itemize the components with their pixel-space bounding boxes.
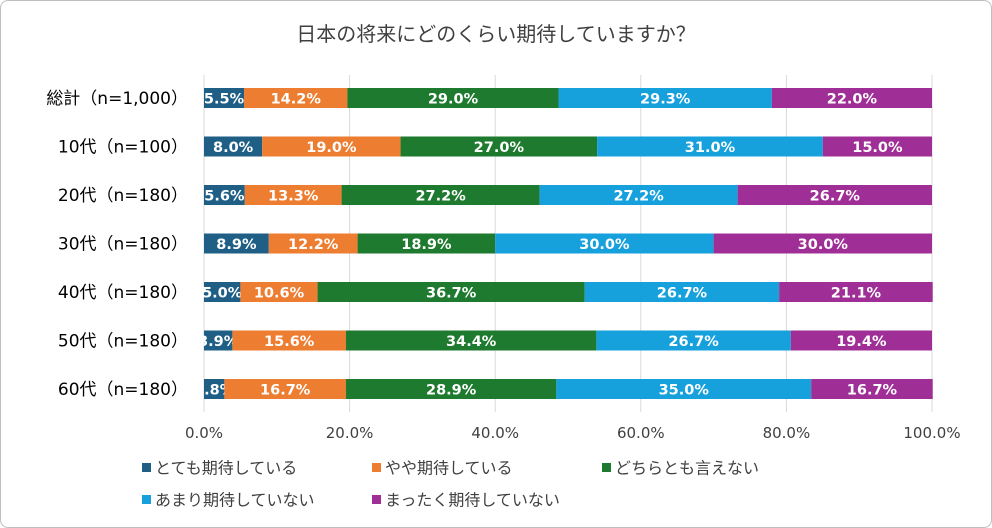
data-label: 8.9% (216, 237, 257, 253)
bar-segment (790, 330, 932, 351)
bar-segment (556, 379, 812, 399)
data-label: 16.7% (260, 383, 311, 399)
legend-label: まったく期待していない (385, 491, 560, 510)
data-label: 27.2% (613, 189, 664, 205)
data-label: 26.7% (810, 189, 861, 205)
bar-segment (232, 330, 346, 351)
category-label: 40代（n=180） (58, 283, 188, 303)
data-label: 8.0% (213, 140, 254, 156)
data-label: 19.4% (836, 334, 887, 350)
data-label: 29.3% (640, 92, 691, 108)
bar-segment (244, 185, 342, 205)
bar-segment (204, 233, 269, 254)
legend-swatch (142, 463, 151, 472)
bar-segment (204, 330, 233, 351)
bar-segment (539, 185, 738, 205)
bar-segment (495, 233, 714, 254)
category-label: 10代（n=100） (58, 138, 188, 158)
data-label: 3.9% (198, 334, 239, 350)
category-label: 60代（n=180） (58, 380, 188, 400)
bar-segment (224, 379, 346, 399)
x-tick-label: 80.0% (763, 424, 811, 442)
data-label: 12.2% (288, 237, 339, 253)
data-label: 21.1% (831, 286, 882, 302)
data-label: 5.6% (204, 189, 245, 205)
data-label: 30.0% (798, 237, 849, 253)
bar-segment (262, 136, 401, 157)
bar-segment (584, 282, 780, 302)
category-label: 20代（n=180） (58, 186, 188, 206)
chart-title: 日本の将来にどのくらい期待していますか？ (296, 22, 695, 46)
data-label: 19.0% (306, 140, 357, 156)
data-label: 13.3% (268, 189, 319, 205)
data-label: 26.7% (668, 334, 719, 350)
data-label: 35.0% (659, 383, 710, 399)
data-label: 26.7% (657, 286, 708, 302)
bar-segment (240, 282, 318, 302)
data-label: 10.6% (254, 286, 305, 302)
data-label: 16.7% (847, 383, 898, 399)
bar-segment (204, 88, 245, 108)
data-label: 27.0% (474, 140, 525, 156)
legend-swatch (372, 463, 381, 472)
bar-segment (244, 88, 348, 108)
bar-segment (341, 185, 540, 205)
x-tick-label: 40.0% (471, 424, 519, 442)
bar-segment (204, 282, 241, 302)
data-label: 15.0% (852, 140, 903, 156)
data-label: 31.0% (685, 140, 736, 156)
legend-label: どちらとも言えない (615, 459, 759, 478)
data-label: 27.2% (415, 189, 466, 205)
bar-segment (596, 330, 791, 351)
bar-segment (268, 233, 358, 254)
legend-swatch (142, 495, 151, 504)
legend-label: やや期待している (385, 459, 513, 478)
category-label: 総計（n=1,000） (46, 89, 188, 109)
bar-segment (317, 282, 585, 302)
data-label: 36.7% (426, 286, 477, 302)
bar-segment (822, 136, 932, 157)
bar-segment (204, 185, 245, 205)
category-labels: 総計（n=1,000） 10代（n=100） 20代（n=180） 30代（n=180… (46, 89, 188, 400)
data-label: 18.9% (401, 237, 452, 253)
data-label: 29.0% (428, 92, 479, 108)
data-label: 14.2% (271, 92, 322, 108)
x-tick-label: 0.0% (185, 424, 223, 442)
bar-segment (204, 379, 225, 399)
legend-swatch (372, 495, 381, 504)
bars: 5.5% 14.2% 29.0% 29.3% 22.0% 8.0% 19.0% 27.0% 31… (194, 88, 933, 399)
data-label: 22.0% (827, 92, 878, 108)
bar-segment (400, 136, 598, 157)
bar-segment (737, 185, 932, 205)
bar-segment (779, 282, 933, 302)
category-label: 30代（n=180） (58, 235, 188, 255)
bar-segment (357, 233, 496, 254)
bar-segment (347, 88, 559, 108)
legend-label: とても期待している (155, 459, 297, 478)
bar-segment (597, 136, 823, 157)
x-tick-label: 100.0% (903, 424, 960, 442)
legend-swatch (602, 463, 611, 472)
x-tick-labels: 0.0% 20.0% 40.0% 60.0% 80.0% 100.0% (185, 424, 961, 442)
bar-segment (204, 136, 263, 157)
x-tick-label: 20.0% (326, 424, 374, 442)
data-label: 5.5% (204, 92, 245, 108)
x-tick-label: 60.0% (617, 424, 665, 442)
bar-segment (558, 88, 772, 108)
data-label: 28.9% (426, 383, 477, 399)
data-label: 5.0% (202, 286, 243, 302)
bar-segment (713, 233, 932, 254)
bar-segment (811, 379, 933, 399)
bar-segment (771, 88, 932, 108)
data-label: 15.6% (264, 334, 315, 350)
legend-label: あまり期待していない (155, 491, 315, 510)
data-label: 34.4% (446, 334, 497, 350)
bar-segment (345, 379, 557, 399)
data-label: 30.0% (579, 237, 630, 253)
bar-segment (345, 330, 597, 351)
category-label: 50代（n=180） (58, 332, 188, 352)
